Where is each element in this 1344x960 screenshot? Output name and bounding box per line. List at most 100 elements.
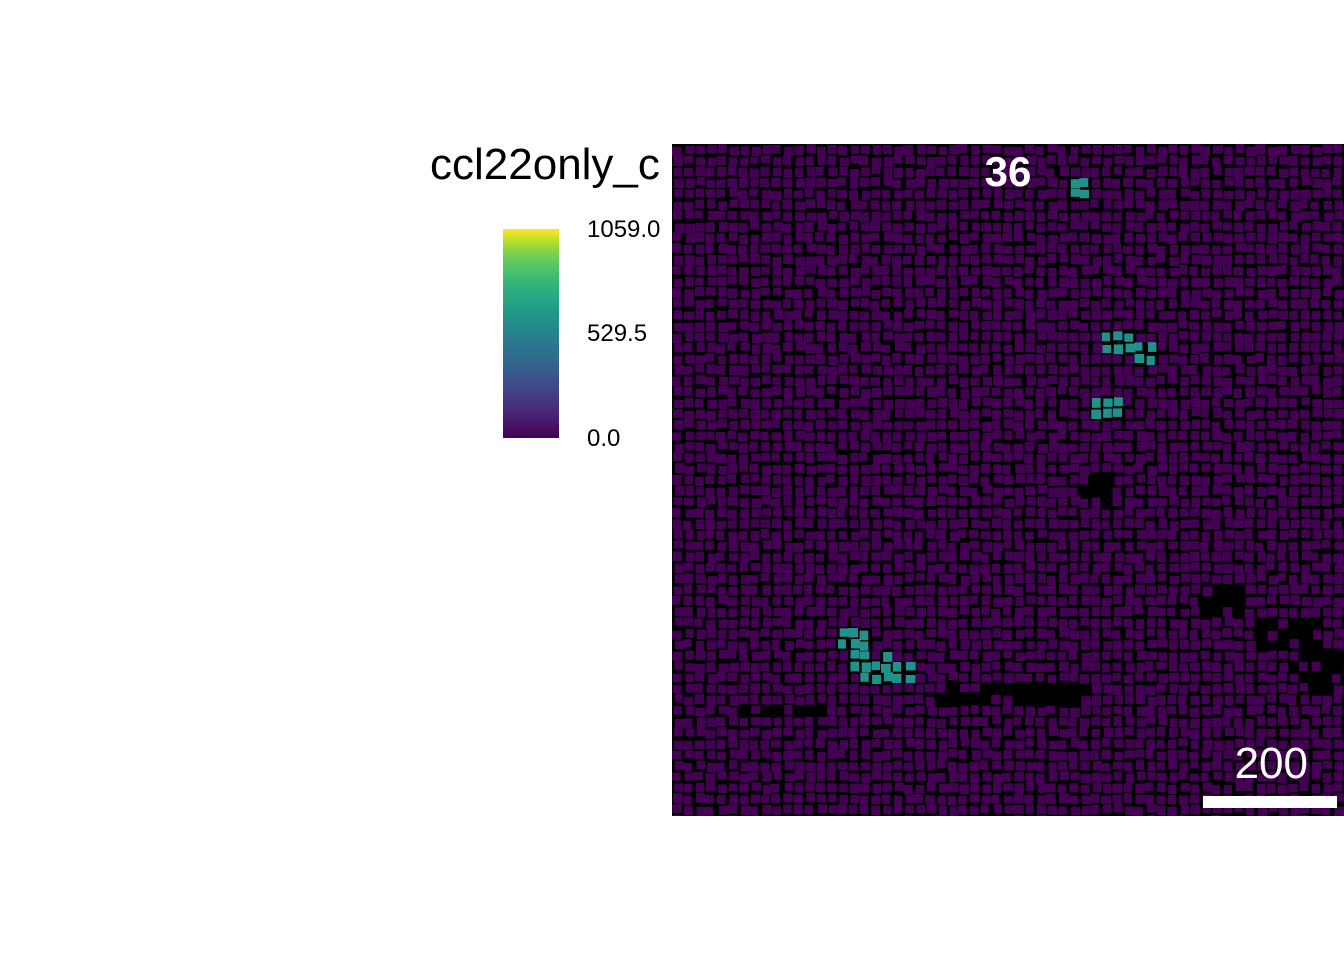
- cell: [728, 454, 737, 464]
- cell: [915, 453, 924, 463]
- cell: [718, 619, 728, 629]
- cell: [883, 716, 893, 725]
- cell: [1167, 475, 1176, 485]
- cell: [1013, 223, 1023, 233]
- cell: [771, 793, 781, 803]
- cell: [684, 255, 695, 266]
- cell: [795, 696, 805, 706]
- cell: [838, 342, 848, 352]
- cell: [1147, 761, 1156, 772]
- cell: [1202, 672, 1212, 681]
- cell: [696, 355, 706, 364]
- cell: [958, 673, 969, 682]
- cell: [872, 641, 882, 651]
- cell: [892, 749, 903, 758]
- cell: [1136, 267, 1146, 276]
- cell: [1321, 256, 1331, 265]
- cell: [694, 815, 705, 816]
- cell: [894, 464, 903, 474]
- cell: [827, 783, 837, 793]
- cell: [1135, 619, 1145, 630]
- cell: [784, 387, 793, 398]
- cell: [1301, 706, 1312, 715]
- cell: [772, 696, 783, 705]
- cell-high: [1113, 344, 1123, 355]
- cell: [1256, 783, 1266, 794]
- cell: [860, 815, 870, 816]
- cell: [915, 585, 925, 595]
- cell: [1125, 355, 1134, 365]
- cell: [883, 245, 893, 255]
- cell: [1091, 332, 1102, 342]
- cell: [1290, 377, 1300, 387]
- cell: [815, 564, 824, 575]
- cell: [1180, 420, 1190, 430]
- cell: [870, 200, 880, 210]
- cell: [773, 771, 782, 781]
- cell: [904, 309, 913, 319]
- cell: [892, 256, 902, 266]
- cell: [948, 574, 956, 584]
- tissue-image-panel: 36 200: [672, 144, 1344, 816]
- cell: [771, 674, 781, 684]
- cell: [881, 255, 891, 265]
- cell: [1125, 375, 1135, 386]
- cell: [1211, 784, 1220, 795]
- cell: [1003, 331, 1012, 342]
- cell: [871, 464, 880, 473]
- cell: [1090, 463, 1099, 472]
- cell: [1312, 266, 1321, 277]
- cell: [1047, 651, 1056, 661]
- cell: [894, 597, 905, 607]
- cell: [959, 420, 969, 430]
- cell: [982, 299, 992, 310]
- cell: [761, 476, 771, 485]
- cell: [751, 607, 760, 617]
- cell: [674, 574, 685, 584]
- cell: [883, 377, 892, 387]
- cell: [1312, 146, 1323, 155]
- cell: [1146, 267, 1156, 276]
- cell: [1223, 155, 1233, 165]
- cell: [1190, 562, 1200, 571]
- cell: [674, 694, 683, 703]
- cell: [1026, 233, 1036, 242]
- cell: [903, 234, 913, 244]
- cell: [1224, 707, 1234, 718]
- cell: [1015, 288, 1024, 297]
- cell: [772, 518, 782, 529]
- cell: [1212, 804, 1222, 814]
- cell: [696, 717, 707, 728]
- cell: [1233, 277, 1244, 287]
- cell: [1288, 783, 1298, 793]
- cell: [1289, 509, 1299, 518]
- cell: [1134, 597, 1143, 607]
- cell: [674, 399, 684, 408]
- cell: [815, 344, 824, 354]
- cell: [1332, 276, 1343, 286]
- cell: [782, 277, 792, 287]
- cell: [915, 486, 925, 495]
- cell: [993, 254, 1003, 264]
- cell: [914, 354, 924, 365]
- cell: [1211, 453, 1220, 463]
- cell: [872, 519, 882, 529]
- cell: [793, 717, 803, 727]
- cell: [827, 452, 837, 462]
- cell: [1070, 320, 1080, 330]
- cell: [805, 355, 816, 364]
- cell: [783, 496, 792, 506]
- cell: [982, 706, 991, 716]
- cell: [971, 663, 980, 674]
- cell: [871, 795, 881, 804]
- cell: [926, 255, 936, 265]
- cell: [1322, 596, 1331, 606]
- cell: [793, 420, 804, 430]
- cell: [1035, 146, 1044, 155]
- cell: [1256, 254, 1265, 264]
- cell: [1113, 288, 1123, 298]
- cell: [1003, 419, 1014, 429]
- cell: [762, 585, 772, 596]
- cell: [1278, 254, 1288, 264]
- cell: [827, 386, 836, 395]
